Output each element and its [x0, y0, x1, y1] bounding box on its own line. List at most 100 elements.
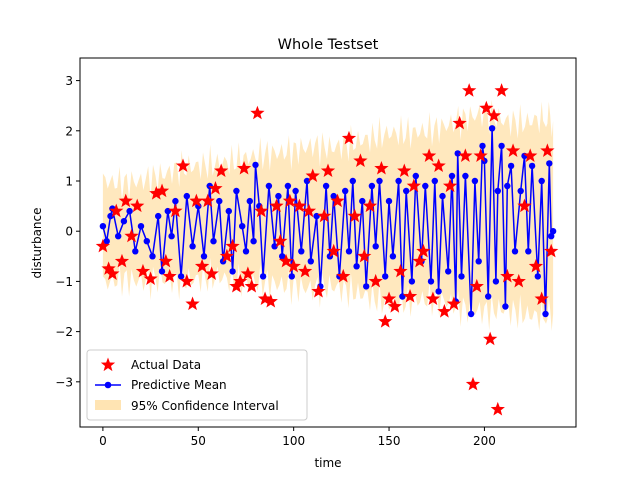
actual-data-point [505, 143, 521, 157]
x-tick-label: 200 [473, 434, 496, 448]
predictive-mean-point [345, 248, 353, 255]
actual-data-point [397, 163, 412, 178]
actual-data-point [341, 130, 357, 145]
predictive-mean-point [252, 161, 259, 169]
actual-data-point [317, 208, 332, 223]
actual-data-point [500, 268, 515, 283]
predictive-mean-point [435, 288, 442, 295]
actual-data-point [135, 263, 151, 278]
predictive-mean-point [488, 125, 496, 132]
predictive-mean-point [246, 197, 253, 205]
actual-data-point [105, 266, 120, 280]
actual-data-point [143, 271, 158, 285]
actual-data-point [168, 203, 183, 218]
predictive-mean-point [120, 218, 128, 225]
actual-data-point [528, 258, 544, 273]
predictive-mean-point [549, 228, 557, 235]
actual-data-point [452, 115, 467, 130]
predictive-mean-point [200, 253, 208, 260]
predictive-mean-point [359, 197, 366, 205]
actual-data-point [109, 203, 124, 218]
actual-data-point [240, 266, 256, 280]
x-axis-label: time [314, 456, 341, 470]
x-tick-label: 0 [99, 434, 107, 448]
actual-data-point [490, 401, 505, 416]
actual-data-point [219, 248, 235, 263]
predictive-mean-point [494, 187, 501, 195]
predictive-mean-point [389, 253, 397, 260]
actual-data-point [357, 248, 372, 263]
legend: Actual Data Predictive Mean 95% Confiden… [86, 349, 308, 421]
legend-item-predictive-mean: Predictive Mean [95, 378, 227, 392]
actual-data-point [200, 193, 215, 208]
predictive-mean-point [475, 258, 482, 265]
predictive-mean-point [525, 248, 532, 255]
predictive-mean-point [177, 273, 185, 280]
predictive-mean-point [149, 253, 156, 260]
actual-data-point [263, 293, 278, 308]
actual-data-point [479, 100, 494, 115]
predictive-mean-point [225, 207, 232, 215]
actual-data-point [162, 268, 177, 283]
actual-data-point [374, 160, 389, 175]
predictive-mean-point [395, 177, 402, 185]
actual-data-point [406, 178, 421, 193]
legend-item-confidence-interval: 95% Confidence Interval [95, 399, 279, 413]
legend-circle-marker [104, 381, 112, 389]
predictive-mean-point [271, 243, 278, 250]
y-tick-label: −3 [55, 375, 73, 389]
actual-data-point [214, 163, 229, 178]
predictive-mean-point [126, 207, 133, 215]
actual-data-point [305, 168, 320, 183]
legend-band-swatch [95, 400, 121, 410]
legend-label-actual-data: Actual Data [131, 358, 201, 372]
predictive-mean-point [376, 177, 383, 185]
predictive-mean-point [385, 197, 393, 205]
actual-data-point [175, 158, 191, 173]
predictive-mean-point [342, 187, 349, 195]
predictive-mean-point [155, 212, 162, 220]
plot-frame [79, 57, 577, 428]
predictive-mean-point [542, 310, 549, 318]
predictive-mean-point [492, 278, 500, 285]
actual-data-point [130, 198, 145, 213]
predictive-mean-point [307, 258, 314, 265]
y-axis-label: disturbance [30, 207, 44, 278]
legend-star-marker [100, 357, 116, 372]
x-tick-label: 50 [191, 434, 206, 448]
predictive-mean-point [498, 142, 505, 150]
actual-data-point [416, 243, 431, 258]
predictive-mean-point [349, 177, 356, 185]
actual-data-point [412, 253, 427, 268]
predictive-mean-point [210, 238, 217, 245]
actual-data-point [95, 238, 111, 253]
actual-data-point [421, 148, 437, 162]
actual-data-point [257, 291, 273, 306]
actual-data-point [353, 153, 368, 167]
actual-data-point [101, 261, 116, 275]
predictive-mean-point [143, 238, 150, 245]
predictive-mean-point [158, 268, 166, 275]
actual-data-point [544, 243, 559, 258]
predictive-mean-point [368, 182, 376, 190]
predictive-mean-point [412, 172, 419, 180]
x-axis-ticks: 0 50 100 150 200 [99, 427, 496, 448]
predictive-mean-point [103, 238, 110, 245]
actual-data-point [362, 198, 378, 213]
predictive-mean-point [479, 142, 486, 150]
actual-data-point [149, 186, 164, 200]
x-tick-label: 100 [282, 434, 305, 448]
actual-data-point [387, 299, 402, 313]
predictive-mean-point [168, 233, 175, 240]
actual-data-point [292, 198, 307, 213]
actual-data-point [486, 108, 502, 122]
actual-data-point [236, 160, 252, 175]
actual-data-point [124, 228, 139, 243]
predictive-mean-point [507, 162, 515, 170]
predictive-mean-point [172, 197, 179, 205]
y-axis-ticks: −3 −2 −1 0 1 2 3 [55, 74, 80, 389]
predictive-mean-point [548, 233, 555, 240]
actual-data-point [437, 304, 452, 318]
actual-data-point [118, 193, 133, 208]
